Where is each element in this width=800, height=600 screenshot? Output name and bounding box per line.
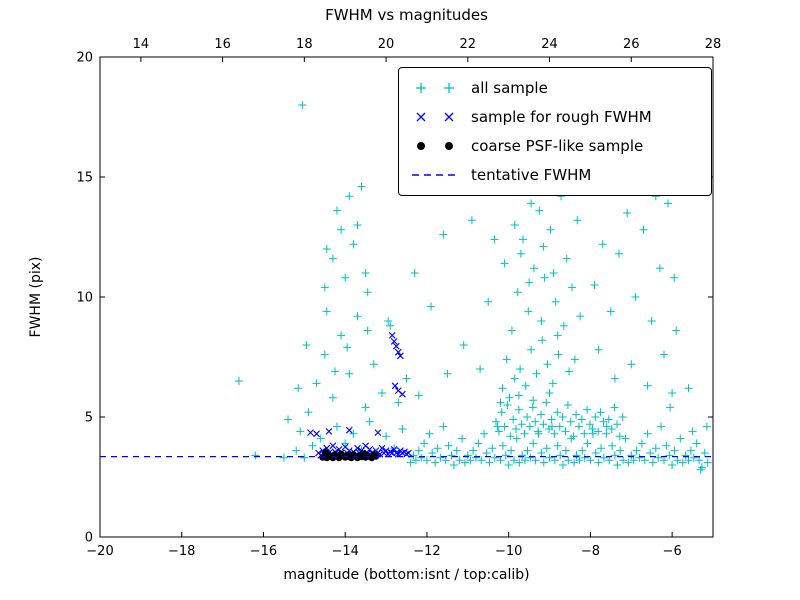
- svg-text:−16: −16: [250, 544, 277, 559]
- svg-text:10: 10: [76, 291, 93, 306]
- svg-text:18: 18: [296, 37, 313, 52]
- svg-text:−12: −12: [413, 544, 440, 559]
- legend-label: tentative FWHM: [471, 166, 592, 185]
- x-axis-label: magnitude (bottom:isnt / top:calib): [283, 567, 530, 583]
- svg-text:26: 26: [623, 37, 640, 52]
- legend-entry-rough-fwhm: sample for rough FWHM: [407, 103, 703, 131]
- legend-label: coarse PSF-like sample: [471, 137, 644, 156]
- svg-text:−6: −6: [663, 544, 682, 559]
- svg-text:24: 24: [541, 37, 558, 52]
- legend-label: all sample: [471, 78, 548, 97]
- svg-text:20: 20: [378, 37, 395, 52]
- svg-text:−10: −10: [495, 544, 522, 559]
- chart-title: FWHM vs magnitudes: [325, 6, 488, 24]
- svg-text:28: 28: [705, 37, 722, 52]
- svg-text:22: 22: [460, 37, 477, 52]
- svg-text:20: 20: [76, 51, 93, 66]
- legend: all sample sample for rough FWHM coarse …: [398, 67, 712, 196]
- svg-text:15: 15: [76, 171, 93, 186]
- svg-text:5: 5: [85, 411, 93, 426]
- svg-text:14: 14: [133, 37, 150, 52]
- svg-text:−14: −14: [331, 544, 358, 559]
- plus-marker-icon: [416, 82, 454, 93]
- svg-text:−20: −20: [86, 544, 113, 559]
- svg-text:16: 16: [214, 37, 231, 52]
- legend-entry-tentative-fwhm: tentative FWHM: [407, 161, 703, 189]
- legend-entry-psf-sample: coarse PSF-like sample: [407, 132, 703, 160]
- dashed-line-icon: [412, 174, 458, 177]
- svg-text:−18: −18: [168, 544, 195, 559]
- y-axis-label: FWHM (pix): [28, 256, 44, 338]
- svg-text:0: 0: [85, 531, 93, 546]
- legend-label: sample for rough FWHM: [471, 107, 652, 126]
- svg-text:−8: −8: [581, 544, 600, 559]
- dot-marker-icon: [417, 142, 453, 151]
- legend-entry-all-sample: all sample: [407, 74, 703, 102]
- x-marker-icon: [416, 112, 454, 122]
